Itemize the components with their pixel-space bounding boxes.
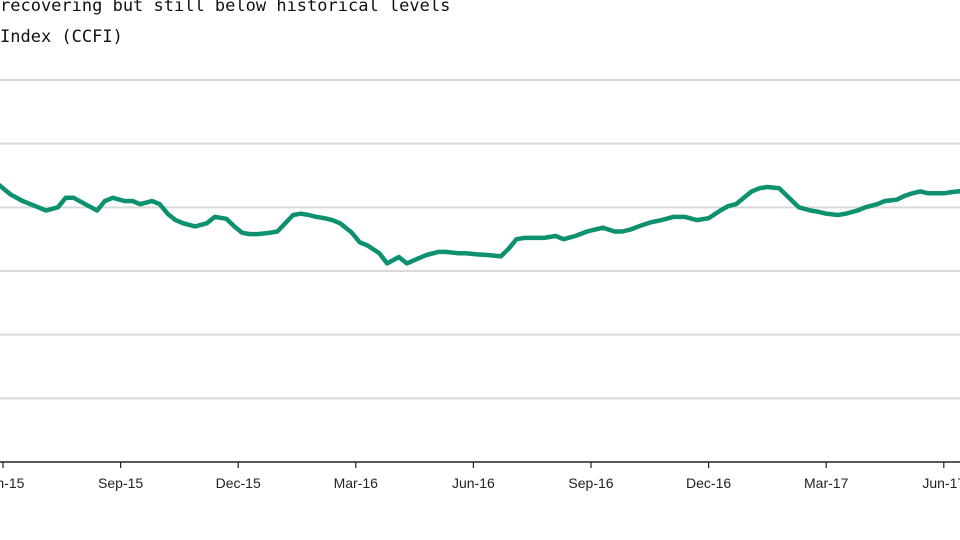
x-tick-label: Jun-17 <box>922 475 960 491</box>
x-tick-label: Sep-15 <box>98 475 143 491</box>
chart-title: recovering but still below historical le… <box>0 0 451 16</box>
chart-subtitle: Index (CCFI) <box>0 27 123 47</box>
x-tick-label: Sep-16 <box>568 475 613 491</box>
x-tick-label: Jun-16 <box>452 475 495 491</box>
x-tick-label: Dec-15 <box>216 475 261 491</box>
x-tick-label: Jun-15 <box>0 475 25 491</box>
x-tick-label: Mar-16 <box>334 475 379 491</box>
x-tick-label: Dec-16 <box>686 475 731 491</box>
series-line <box>0 182 960 266</box>
x-tick-label: Mar-17 <box>804 475 849 491</box>
